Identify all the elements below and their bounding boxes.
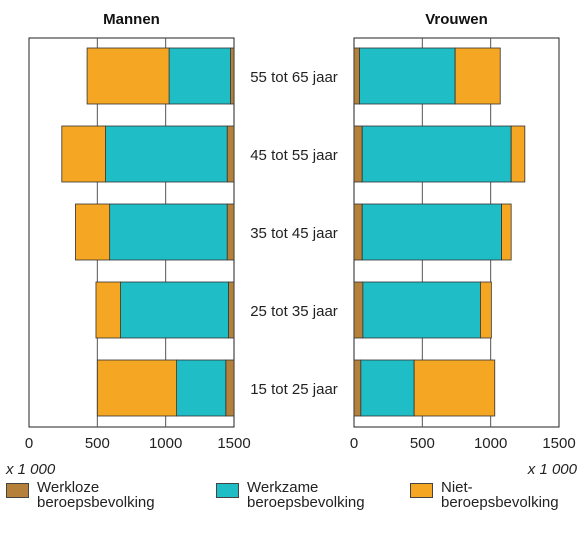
bar-mannen-1-series-3 <box>86 47 170 105</box>
legend-label-werkzame: Werkzame beroepsbevolking <box>247 479 365 511</box>
bar-mannen-5-series-2 <box>176 359 227 417</box>
bar-mannen-2-series-3 <box>61 125 106 183</box>
unit-label-vrouwen: x 1 000 <box>527 461 578 478</box>
tick-label-mannen-0: 0 <box>25 435 33 452</box>
legend-swatch-niet <box>410 483 433 498</box>
bar-vrouwen-3-series-1 <box>353 203 363 261</box>
legend-item-werkzame: Werkzame beroepsbevolking <box>216 480 365 510</box>
bar-mannen-4-series-3 <box>95 281 121 339</box>
bar-vrouwen-2-series-1 <box>353 125 363 183</box>
bar-mannen-1-series-1 <box>230 47 235 105</box>
category-label-2: 45 tot 55 jaar <box>250 147 338 164</box>
unit-label-mannen: x 1 000 <box>5 461 56 478</box>
category-label-3: 35 tot 45 jaar <box>250 225 338 242</box>
bar-vrouwen-1-series-3 <box>454 47 501 105</box>
bar-vrouwen-2-series-3 <box>510 125 526 183</box>
bar-mannen-5-series-1 <box>225 359 235 417</box>
legend-label-werkloze: Werkloze beroepsbevolking <box>37 479 155 511</box>
bar-vrouwen-2-series-2 <box>361 125 512 183</box>
bar-vrouwen-5-series-1 <box>353 359 362 417</box>
bar-mannen-3-series-3 <box>75 203 111 261</box>
category-label-5: 15 tot 25 jaar <box>250 381 338 398</box>
bar-mannen-3-series-1 <box>226 203 235 261</box>
bar-vrouwen-4-series-2 <box>362 281 481 339</box>
bar-vrouwen-4-series-3 <box>480 281 492 339</box>
bar-mannen-4-series-2 <box>120 281 229 339</box>
bar-mannen-1-series-2 <box>168 47 231 105</box>
tick-label-vrouwen-1500: 1500 <box>542 435 575 452</box>
panel-title-vrouwen: Vrouwen <box>425 11 488 28</box>
legend-item-niet: Niet- beroepsbevolking <box>410 480 559 510</box>
legend-label-niet: Niet- beroepsbevolking <box>441 479 559 511</box>
bar-vrouwen-5-series-2 <box>360 359 415 417</box>
tick-label-mannen-1500: 1500 <box>217 435 250 452</box>
legend-item-werkloze: Werkloze beroepsbevolking <box>6 480 155 510</box>
bar-vrouwen-1-series-1 <box>353 47 360 105</box>
tick-label-vrouwen-0: 0 <box>350 435 358 452</box>
tick-label-vrouwen-1000: 1000 <box>474 435 507 452</box>
bar-mannen-4-series-1 <box>228 281 235 339</box>
panel-title-mannen: Mannen <box>103 11 160 28</box>
bar-vrouwen-1-series-2 <box>359 47 456 105</box>
bar-vrouwen-3-series-3 <box>501 203 512 261</box>
legend-swatch-werkloze <box>6 483 29 498</box>
tick-label-vrouwen-500: 500 <box>410 435 435 452</box>
category-label-4: 25 tot 35 jaar <box>250 303 338 320</box>
tick-label-mannen-1000: 1000 <box>149 435 182 452</box>
bar-vrouwen-3-series-2 <box>361 203 503 261</box>
tick-label-mannen-500: 500 <box>85 435 110 452</box>
bar-mannen-2-series-2 <box>105 125 228 183</box>
legend-swatch-werkzame <box>216 483 239 498</box>
bar-vrouwen-5-series-3 <box>413 359 496 417</box>
bar-mannen-3-series-2 <box>109 203 228 261</box>
category-label-1: 55 tot 65 jaar <box>250 69 338 86</box>
bar-mannen-2-series-1 <box>226 125 235 183</box>
bar-vrouwen-4-series-1 <box>353 281 364 339</box>
bar-mannen-5-series-3 <box>96 359 178 417</box>
